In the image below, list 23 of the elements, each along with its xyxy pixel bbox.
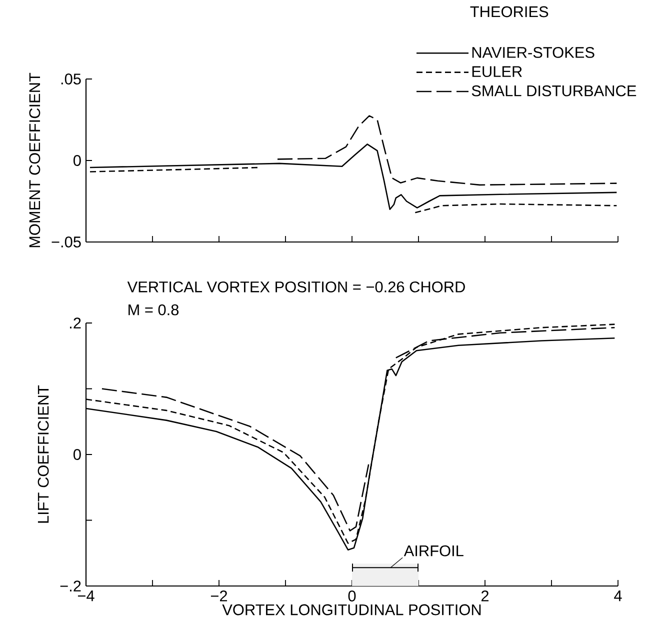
line-series <box>276 115 618 186</box>
y-tick-label: −.2 <box>60 580 81 592</box>
legend-label: SMALL DISTURBANCE <box>472 85 636 96</box>
y-tick-label: .2 <box>70 318 81 328</box>
legend-title: THEORIES <box>470 6 548 18</box>
y-tick-label: 0 <box>74 449 81 460</box>
legend-label: EULER <box>472 66 522 78</box>
y-tick-label: .05 <box>61 74 81 84</box>
y-axis-title: LIFT COEFFICIENT <box>38 385 49 523</box>
x-tick-label: 0 <box>348 590 356 602</box>
x-tick-label: 2 <box>481 590 489 602</box>
y-tick-label: 0 <box>74 155 81 166</box>
chart-subtitle: M = 0.8 <box>128 304 179 316</box>
y-tick-label: −.05 <box>52 236 81 248</box>
x-axis-title: VORTEX LONGITUDINAL POSITION <box>222 604 481 616</box>
line-series <box>89 144 618 210</box>
band-label: AIRFOIL <box>404 545 464 556</box>
legend-label: NAVIER-STOKES <box>472 46 594 58</box>
x-tick-label: −4 <box>78 590 94 602</box>
x-tick-label: −2 <box>210 590 228 602</box>
y-axis-title: MOMENT COEFFICIENT <box>29 72 40 248</box>
chart-title: VERTICAL VORTEX POSITION = −0.26 CHORD <box>127 281 465 292</box>
x-tick-label: 4 <box>614 590 622 602</box>
